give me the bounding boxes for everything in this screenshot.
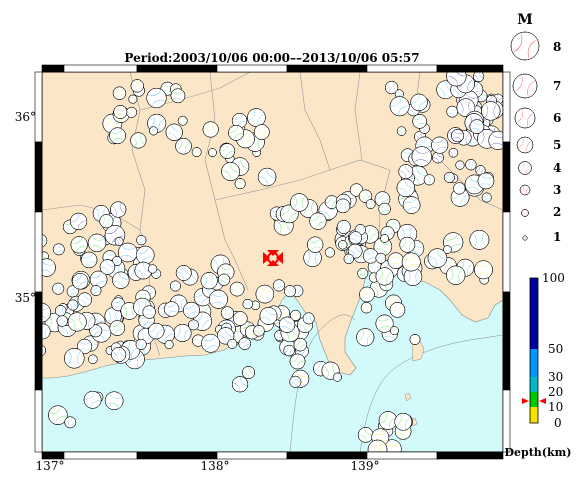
y-tick-label: 36° bbox=[15, 110, 36, 124]
depth-contour bbox=[359, 334, 503, 452]
current-event-marker bbox=[263, 250, 283, 266]
depth-tick: 100 bbox=[542, 271, 565, 285]
mechanism-markers bbox=[42, 72, 503, 452]
axis-labels: 137° 138° 139° 36° 35° bbox=[15, 110, 380, 473]
magnitude-level: 8 bbox=[553, 40, 561, 54]
x-tick-label: 138° bbox=[201, 459, 230, 473]
depth-band-50-100 bbox=[530, 278, 538, 349]
depth-band-10-20 bbox=[530, 392, 538, 407]
depth-tick: 30 bbox=[548, 370, 563, 384]
current-depth-marker bbox=[522, 398, 546, 404]
map-area bbox=[42, 72, 503, 452]
depth-scale: 100 50 30 20 10 0 Depth(km) bbox=[505, 271, 572, 459]
depth-tick: 50 bbox=[548, 342, 563, 356]
magnitude-legend: M 8 7 6 5 4 3 2 1 bbox=[510, 12, 561, 244]
x-tick-label: 137° bbox=[36, 459, 65, 473]
depth-label: Depth(km) bbox=[505, 446, 572, 459]
depth-band-30-50 bbox=[530, 349, 538, 377]
magnitude-level: 1 bbox=[553, 230, 561, 244]
map-title: Period:2003/10/06 00:00––2013/10/06 05:5… bbox=[124, 51, 419, 65]
depth-band-20-30 bbox=[530, 377, 538, 392]
depth-band-0-10 bbox=[530, 407, 538, 423]
map-frame bbox=[34, 64, 511, 460]
magnitude-level: 7 bbox=[553, 79, 561, 93]
magnitude-label: M bbox=[517, 12, 533, 28]
magnitude-level: 3 bbox=[553, 183, 561, 197]
depth-tick: 10 bbox=[548, 400, 563, 414]
magnitude-level: 5 bbox=[553, 138, 561, 152]
depth-tick: 20 bbox=[548, 385, 563, 399]
y-tick-label: 35° bbox=[15, 291, 36, 305]
depth-contour bbox=[289, 314, 356, 452]
x-tick-label: 139° bbox=[351, 459, 380, 473]
magnitude-level: 6 bbox=[553, 111, 561, 125]
magnitude-level: 2 bbox=[553, 205, 561, 219]
depth-tick: 0 bbox=[554, 416, 562, 430]
magnitude-level: 4 bbox=[553, 161, 561, 175]
